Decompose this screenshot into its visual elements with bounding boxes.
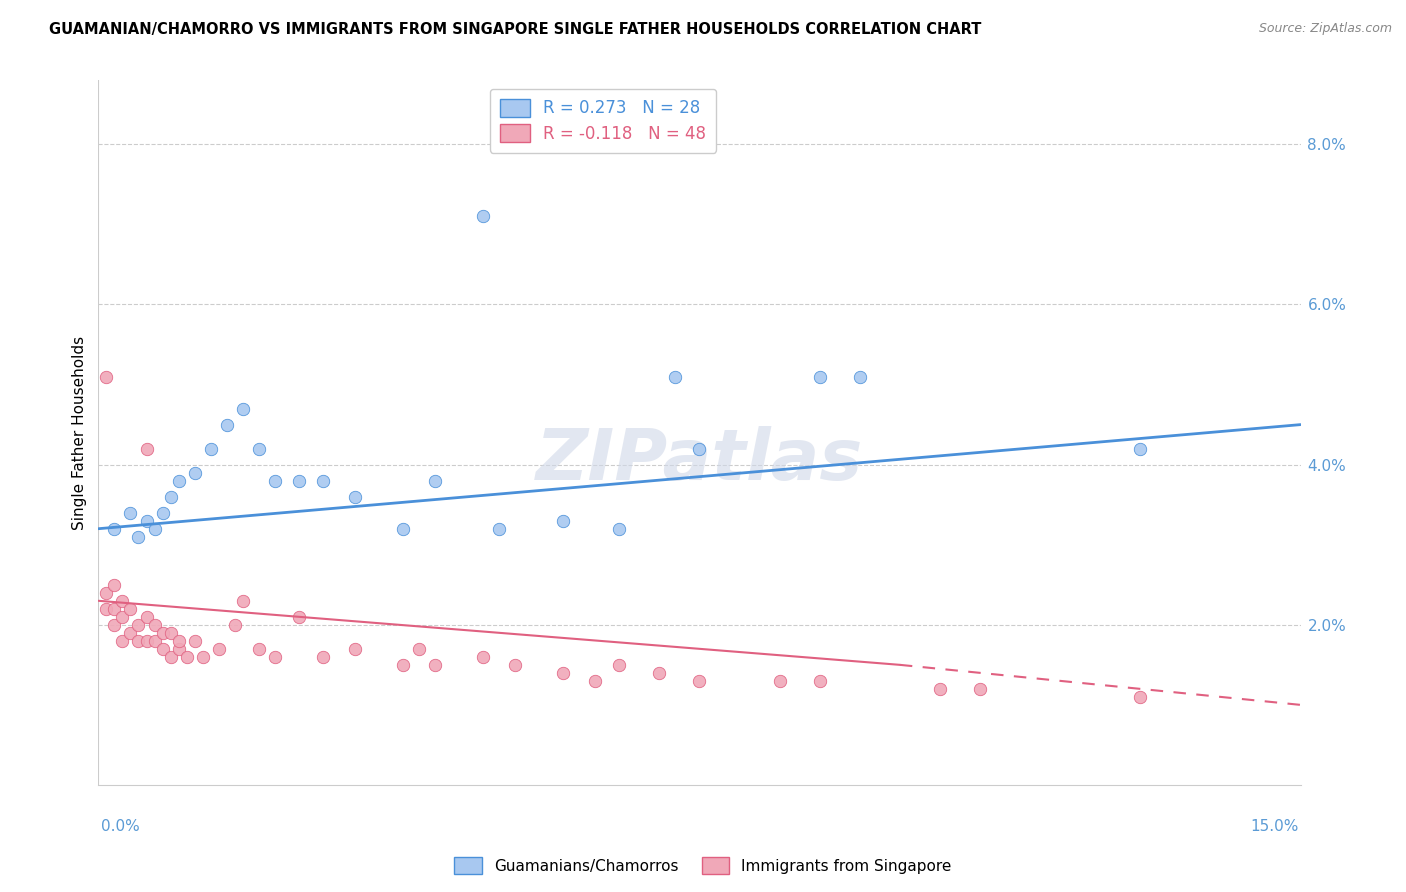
Text: Source: ZipAtlas.com: Source: ZipAtlas.com [1258, 22, 1392, 36]
Point [135, 633, 157, 648]
Point [648, 665, 671, 680]
Point [929, 681, 952, 696]
Point [488, 522, 510, 536]
Point [423, 474, 446, 488]
Point [689, 673, 711, 688]
Point [167, 641, 190, 656]
Point [849, 369, 872, 384]
Point [103, 522, 125, 536]
Point [152, 625, 174, 640]
Point [120, 625, 142, 640]
Point [120, 601, 142, 615]
Point [143, 633, 166, 648]
Point [208, 641, 231, 656]
Point [167, 633, 190, 648]
Point [128, 633, 150, 648]
Point [159, 625, 181, 640]
Point [664, 369, 686, 384]
Point [143, 522, 166, 536]
Point [288, 474, 311, 488]
Point [183, 466, 205, 480]
Point [769, 673, 792, 688]
Legend: Guamanians/Chamorros, Immigrants from Singapore: Guamanians/Chamorros, Immigrants from Si… [449, 851, 957, 880]
Point [159, 490, 181, 504]
Point [120, 506, 142, 520]
Point [583, 673, 606, 688]
Point [111, 633, 134, 648]
Point [135, 514, 157, 528]
Y-axis label: Single Father Households: Single Father Households [72, 335, 87, 530]
Point [135, 609, 157, 624]
Point [103, 578, 125, 592]
Point [159, 649, 181, 664]
Point [392, 522, 415, 536]
Point [191, 649, 214, 664]
Point [96, 369, 118, 384]
Point [183, 633, 205, 648]
Point [232, 594, 254, 608]
Point [128, 530, 150, 544]
Point [472, 649, 495, 664]
Point [808, 369, 831, 384]
Point [167, 474, 190, 488]
Point [503, 657, 526, 672]
Text: 15.0%: 15.0% [1251, 820, 1299, 834]
Text: GUAMANIAN/CHAMORRO VS IMMIGRANTS FROM SINGAPORE SINGLE FATHER HOUSEHOLDS CORRELA: GUAMANIAN/CHAMORRO VS IMMIGRANTS FROM SI… [49, 22, 981, 37]
Point [423, 657, 446, 672]
Point [111, 594, 134, 608]
Text: ZIPatlas: ZIPatlas [536, 426, 863, 495]
Point [263, 649, 285, 664]
Point [343, 490, 366, 504]
Point [103, 601, 125, 615]
Point [1129, 442, 1152, 456]
Point [111, 609, 134, 624]
Point [263, 474, 285, 488]
Point [96, 586, 118, 600]
Point [553, 665, 575, 680]
Text: 0.0%: 0.0% [101, 820, 141, 834]
Point [472, 210, 495, 224]
Point [247, 641, 270, 656]
Point [96, 601, 118, 615]
Point [224, 617, 246, 632]
Point [392, 657, 415, 672]
Point [312, 474, 335, 488]
Point [689, 442, 711, 456]
Point [312, 649, 335, 664]
Point [103, 617, 125, 632]
Point [232, 401, 254, 416]
Point [152, 506, 174, 520]
Legend: R = 0.273   N = 28, R = -0.118   N = 48: R = 0.273 N = 28, R = -0.118 N = 48 [491, 88, 717, 153]
Point [553, 514, 575, 528]
Point [288, 609, 311, 624]
Point [215, 417, 238, 432]
Point [1129, 690, 1152, 704]
Point [128, 617, 150, 632]
Point [152, 641, 174, 656]
Point [247, 442, 270, 456]
Point [135, 442, 157, 456]
Point [143, 617, 166, 632]
Point [969, 681, 991, 696]
Point [408, 641, 430, 656]
Point [808, 673, 831, 688]
Point [200, 442, 222, 456]
Point [343, 641, 366, 656]
Point [176, 649, 198, 664]
Point [609, 522, 631, 536]
Point [609, 657, 631, 672]
